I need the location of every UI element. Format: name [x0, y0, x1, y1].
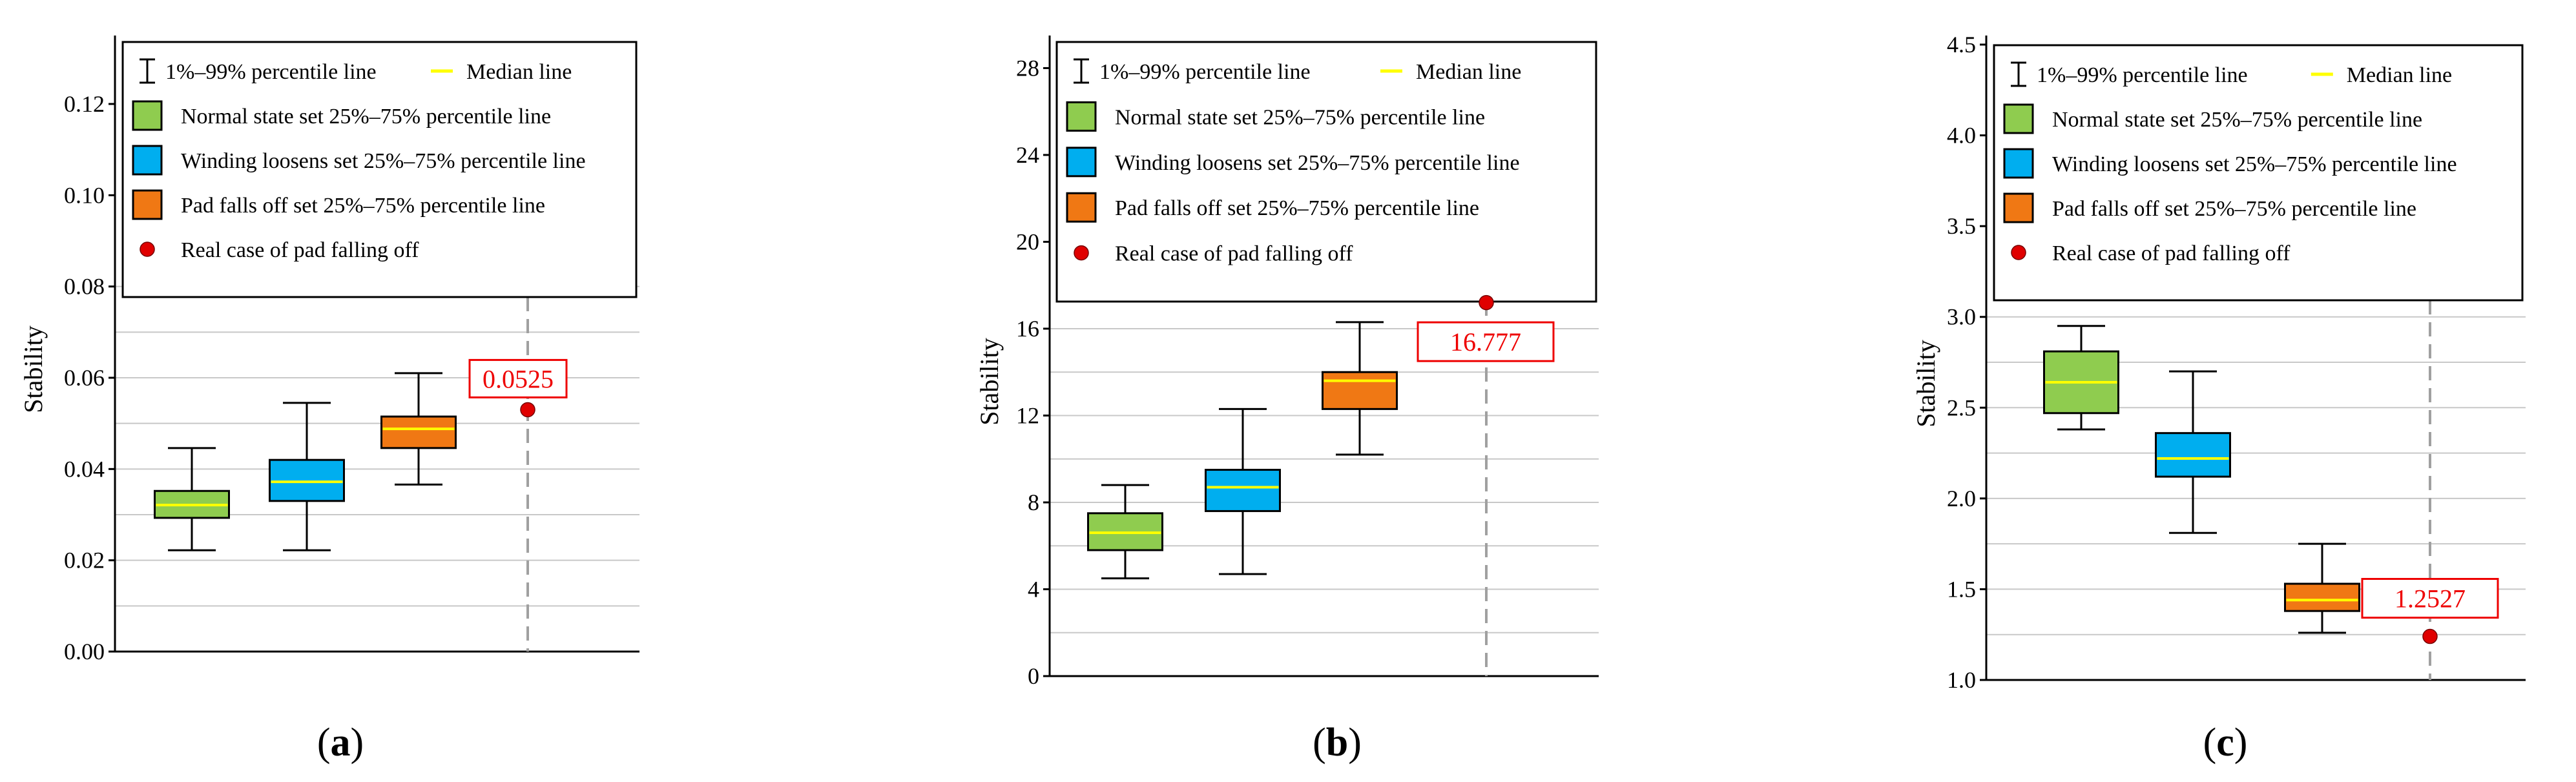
- y-axis-title: Stability: [1911, 340, 1940, 427]
- legend: 1%–99% percentile line Median line Normal …: [121, 41, 638, 298]
- y-tick-label: 8: [1028, 489, 1039, 515]
- y-tick-label: 20: [1016, 229, 1039, 254]
- panel-label: (c): [2203, 721, 2248, 765]
- iqr-box: [1322, 371, 1398, 410]
- legend-frame: [1055, 41, 1597, 303]
- real-case-value-box: [1417, 321, 1555, 362]
- box-normal: [2043, 325, 2119, 431]
- legend-label-pad: Pad falls off set 25%–75% percentile lin…: [1115, 196, 1479, 220]
- chart-panel-b: 0 4 8 12 16 20 24 28 Stability 1%–99% percentile …: [975, 36, 1599, 765]
- y-tick-label: 2.0: [1947, 486, 1976, 511]
- legend: 1%–99% percentile line Median line Normal …: [1993, 44, 2524, 302]
- legend-label-whisker: 1%–99% percentile line: [1099, 60, 1311, 84]
- box-pad: [380, 372, 457, 486]
- iqr-box: [380, 415, 457, 449]
- y-tick-label: 0.04: [64, 456, 105, 482]
- legend-real-dot: [140, 242, 155, 257]
- legend-label-whisker: 1%–99% percentile line: [165, 60, 377, 84]
- box-normal: [1087, 484, 1163, 580]
- y-tick-label: 0.08: [64, 274, 105, 300]
- y-tick-label: 1.0: [1947, 667, 1976, 693]
- y-tick-label: 3.5: [1947, 213, 1976, 239]
- legend-swatch-normal: [1066, 101, 1097, 132]
- y-axis-title: Stability: [975, 338, 1004, 426]
- legend-label-whisker: 1%–99% percentile line: [2037, 63, 2248, 87]
- legend-label-real: Real case of pad falling off: [2052, 242, 2290, 265]
- y-tick-label: 24: [1016, 142, 1039, 168]
- y-tick-label: 4.0: [1947, 123, 1976, 149]
- legend-label-winding: Winding loosens set 25%–75% percentile l…: [2052, 152, 2457, 176]
- box-normal: [154, 447, 230, 551]
- box-pad: [1322, 321, 1398, 456]
- y-tick-label: 0: [1028, 663, 1039, 689]
- box-winding: [269, 402, 345, 551]
- legend-label-normal: Normal state set 25%–75% percentile line: [2052, 108, 2422, 132]
- box-winding: [2155, 370, 2231, 534]
- legend-label-median: Median line: [466, 60, 572, 84]
- chart-panel-a: 0.00 0.02 0.04 0.06 0.08 0.10 0.12 Stability 1%–…: [19, 36, 639, 765]
- real-case-point: [2422, 628, 2438, 644]
- real-case-value-box: [2361, 577, 2499, 619]
- box-pad: [2284, 542, 2360, 634]
- y-axis-title: Stability: [19, 325, 48, 413]
- legend-swatch-winding: [1066, 147, 1097, 178]
- iqr-box: [269, 458, 345, 502]
- box-winding: [1205, 407, 1281, 575]
- legend-label-real: Real case of pad falling off: [181, 238, 419, 262]
- y-tick-label: 3.0: [1947, 304, 1976, 330]
- y-tick-label: 2.5: [1947, 395, 1976, 420]
- real-case-value-label: 16.777: [1450, 327, 1521, 356]
- legend-label-pad: Pad falls off set 25%–75% percentile lin…: [181, 194, 545, 218]
- legend-label-winding: Winding loosens set 25%–75% percentile l…: [181, 149, 586, 173]
- y-tick-label: 4: [1028, 576, 1039, 602]
- legend-label-real: Real case of pad falling off: [1115, 242, 1353, 266]
- panel-label: (b): [1313, 721, 1362, 765]
- y-tick-label: 0.12: [64, 91, 105, 117]
- legend-swatch-winding: [132, 145, 163, 176]
- y-tick-label: 28: [1016, 55, 1039, 81]
- real-case-value-box: [468, 358, 568, 398]
- legend-swatch-winding: [2003, 148, 2034, 179]
- legend-swatch-pad: [2003, 192, 2034, 223]
- y-tick-label: 0.02: [64, 548, 105, 573]
- y-tick-label: 0.06: [64, 365, 105, 391]
- y-tick-label: 0.00: [64, 639, 105, 664]
- legend-swatch-pad: [1066, 192, 1097, 223]
- y-tick-label: 12: [1016, 402, 1039, 428]
- legend-label-median: Median line: [2347, 63, 2452, 87]
- legend-swatch-pad: [132, 189, 163, 220]
- chart-panel-c: 1.0 1.5 2.0 2.5 3.0 3.5 4.0 4.5 Stability 1%–99% …: [1911, 32, 2526, 765]
- real-case-point: [1479, 294, 1494, 311]
- real-case-value-label: 1.2527: [2394, 584, 2466, 613]
- legend-frame: [121, 41, 638, 298]
- panel-label: (a): [317, 721, 364, 765]
- legend-frame: [1993, 44, 2524, 302]
- iqr-box: [2155, 432, 2231, 478]
- legend: 1%–99% percentile line Median line Normal …: [1055, 41, 1597, 303]
- legend-swatch-normal: [132, 100, 163, 131]
- legend-label-normal: Normal state set 25%–75% percentile line: [181, 105, 551, 129]
- y-tick-label: 0.10: [64, 182, 105, 208]
- legend-label-pad: Pad falls off set 25%–75% percentile lin…: [2052, 197, 2416, 221]
- real-case-point: [520, 402, 535, 418]
- legend-label-median: Median line: [1416, 60, 1521, 84]
- y-tick-label: 16: [1016, 316, 1039, 342]
- real-case-value-label: 0.0525: [483, 364, 554, 393]
- y-tick-label: 4.5: [1947, 32, 1976, 57]
- legend-swatch-normal: [2003, 103, 2034, 134]
- iqr-box: [1205, 469, 1281, 512]
- legend-label-normal: Normal state set 25%–75% percentile line: [1115, 105, 1485, 129]
- legend-label-winding: Winding loosens set 25%–75% percentile l…: [1115, 151, 1520, 175]
- y-tick-label: 1.5: [1947, 576, 1976, 602]
- legend-real-dot: [2011, 245, 2026, 260]
- iqr-box: [2284, 582, 2360, 612]
- legend-real-dot: [1074, 245, 1089, 261]
